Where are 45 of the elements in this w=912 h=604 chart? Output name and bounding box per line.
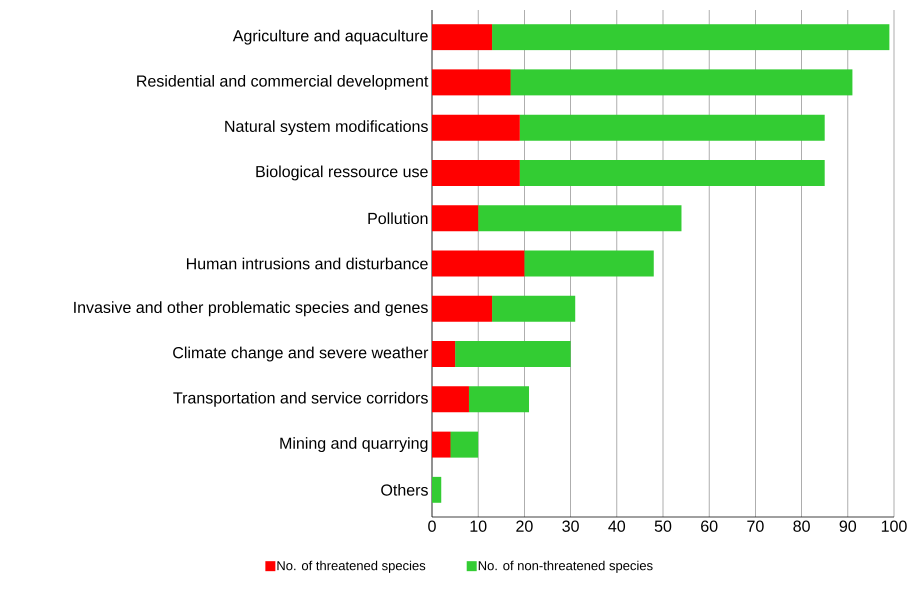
y-tick-label: Climate change and severe weather — [173, 346, 428, 362]
bar — [455, 341, 571, 368]
bar — [432, 205, 478, 232]
x-tick-label: 100 — [882, 520, 907, 532]
y-tick-label: Pollution — [368, 212, 428, 224]
bar — [432, 114, 520, 141]
bar — [432, 432, 450, 458]
bar — [432, 476, 442, 503]
x-tick-label: 90 — [840, 520, 856, 532]
legend-label: No. of non-threatened species — [478, 560, 653, 573]
bar — [468, 386, 530, 412]
bar — [432, 69, 511, 96]
legend-label: No. of threatened species — [277, 560, 426, 573]
bar — [432, 160, 520, 186]
bar — [510, 69, 852, 96]
bar — [432, 386, 469, 412]
y-tick-label: Biological ressource use — [256, 166, 428, 180]
x-tick-label: 20 — [516, 520, 533, 532]
bar — [520, 160, 825, 186]
y-tick-label: Others — [381, 484, 428, 496]
bar — [492, 24, 890, 50]
y-tick-label: Human intrusions and disturbance — [186, 258, 428, 270]
x-tick-label: 70 — [747, 520, 764, 532]
y-tick-label: Agriculture and aquaculture — [232, 30, 428, 45]
bar — [492, 296, 576, 322]
x-tick-label: 80 — [793, 520, 810, 532]
x-tick-label: 50 — [654, 520, 672, 532]
bar — [432, 341, 456, 368]
y-tick-label: Invasive and other problematic species and genes — [74, 301, 428, 316]
y-tick-label: Mining and quarrying — [280, 437, 428, 452]
bar — [478, 205, 682, 232]
bar — [524, 250, 654, 276]
bar — [432, 250, 524, 276]
x-tick-label: 10 — [470, 520, 486, 532]
bar — [450, 432, 478, 458]
bar — [432, 24, 492, 50]
bar — [520, 114, 825, 141]
y-tick-label: Natural system modifications — [225, 120, 428, 136]
y-tick-label: Residential and commercial development — [137, 74, 428, 90]
x-tick-label: 30 — [562, 520, 579, 532]
x-tick-label: 0 — [428, 520, 436, 532]
y-tick-label: Transportation and service corridors — [173, 392, 428, 407]
x-tick-label: 40 — [608, 520, 626, 532]
bar — [432, 296, 492, 322]
x-tick-label: 60 — [701, 520, 718, 532]
